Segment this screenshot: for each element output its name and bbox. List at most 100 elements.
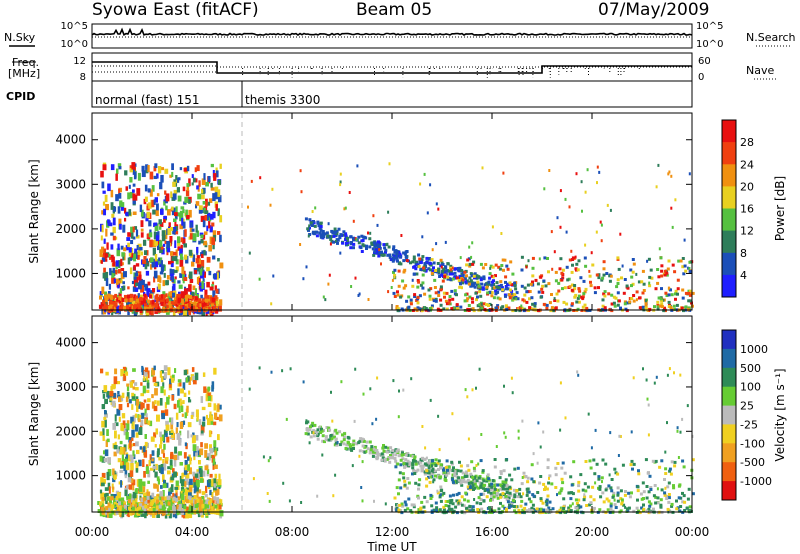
echo-cell [436, 475, 439, 479]
echo-cell [176, 510, 180, 515]
echo-cell [164, 482, 169, 488]
echo-cell [138, 478, 143, 487]
echo-cell [149, 454, 152, 462]
echo-cell [666, 267, 670, 271]
echo-cell [163, 429, 168, 436]
echo-cell [492, 495, 496, 499]
echo-cell [532, 480, 536, 484]
echo-cell [627, 506, 631, 510]
echo-cell [605, 497, 609, 501]
echo-cell [656, 487, 659, 491]
echo-cell [470, 481, 474, 485]
echo-cell [174, 212, 178, 217]
echo-cell [126, 402, 130, 408]
echo-cell [560, 477, 564, 481]
echo-cell [169, 501, 173, 506]
echo-cell [568, 258, 572, 262]
echo-cell [129, 381, 133, 388]
echo-cell [543, 187, 546, 191]
echo-cell [179, 167, 183, 171]
echo-cell [584, 287, 588, 291]
echo-cell [219, 163, 222, 169]
echo-cell [528, 297, 531, 301]
echo-cell [496, 492, 499, 495]
echo-cell [554, 279, 558, 283]
echo-cell [648, 281, 651, 285]
echo-cell [501, 492, 505, 495]
echo-cell [688, 172, 691, 176]
echo-cell [517, 508, 521, 512]
echo-cell [522, 492, 525, 496]
echo-cell [180, 510, 184, 515]
power-colorbar-tick: 24 [740, 158, 754, 171]
power-colorbar-tick: 20 [740, 180, 754, 193]
echo-cell [476, 282, 480, 286]
echo-cell [511, 309, 515, 313]
velocity-colorbar-tick: -25 [740, 418, 758, 431]
echo-cell [215, 203, 218, 211]
echo-cell [372, 447, 376, 451]
echo-cell [663, 478, 666, 481]
echo-cell [659, 505, 663, 508]
echo-cell [186, 183, 190, 187]
echo-cell [162, 376, 166, 380]
echo-cell [667, 259, 671, 263]
echo-cell [104, 297, 108, 302]
echo-cell [497, 286, 501, 289]
echo-cell [614, 506, 618, 509]
echo-cell [116, 297, 120, 302]
echo-cell [182, 221, 186, 229]
echo-cell [459, 469, 463, 473]
echo-cell [531, 493, 535, 497]
echo-cell [637, 472, 641, 476]
echo-cell [129, 298, 133, 302]
echo-cell [312, 429, 316, 433]
echo-cell [600, 278, 604, 282]
echo-cell [149, 304, 153, 309]
echo-cell [492, 283, 496, 286]
echo-cell [373, 499, 375, 503]
echo-cell [174, 493, 178, 500]
echo-cell [400, 307, 404, 311]
echo-cell [481, 492, 485, 496]
echo-cell [129, 470, 134, 477]
echo-cell [504, 280, 507, 284]
echo-cell [479, 459, 483, 463]
echo-cell [677, 496, 681, 500]
echo-cell [206, 301, 210, 306]
echo-cell [184, 478, 189, 485]
echo-cell [133, 171, 137, 180]
echo-cell [159, 294, 162, 299]
echo-cell [165, 280, 169, 286]
echo-cell [358, 449, 362, 453]
echo-cell [434, 501, 438, 505]
echo-cell [524, 502, 528, 506]
echo-cell [467, 304, 471, 307]
echo-cell [99, 501, 103, 506]
echo-cell [445, 269, 448, 273]
echo-cell [147, 510, 151, 515]
echo-cell [569, 475, 573, 479]
echo-cell [530, 477, 534, 481]
echo-cell [479, 278, 483, 282]
echo-cell [194, 485, 197, 492]
echo-cell [370, 445, 374, 449]
echo-cell [382, 243, 386, 247]
echo-cell [195, 485, 200, 493]
echo-cell [113, 494, 117, 502]
echo-cell [436, 461, 440, 465]
echo-cell [512, 505, 516, 508]
echo-cell [482, 479, 486, 483]
echo-cell [514, 297, 518, 301]
echo-cell [481, 484, 485, 488]
echo-cell [201, 421, 206, 427]
echo-cell [491, 479, 495, 482]
echo-cell [179, 253, 183, 259]
echo-cell [376, 456, 380, 460]
echo-cell [138, 298, 142, 303]
echo-cell [540, 287, 544, 291]
echo-cell [454, 481, 458, 485]
echo-cell [397, 492, 400, 496]
echo-cell [450, 289, 454, 293]
echo-cell [115, 236, 118, 240]
